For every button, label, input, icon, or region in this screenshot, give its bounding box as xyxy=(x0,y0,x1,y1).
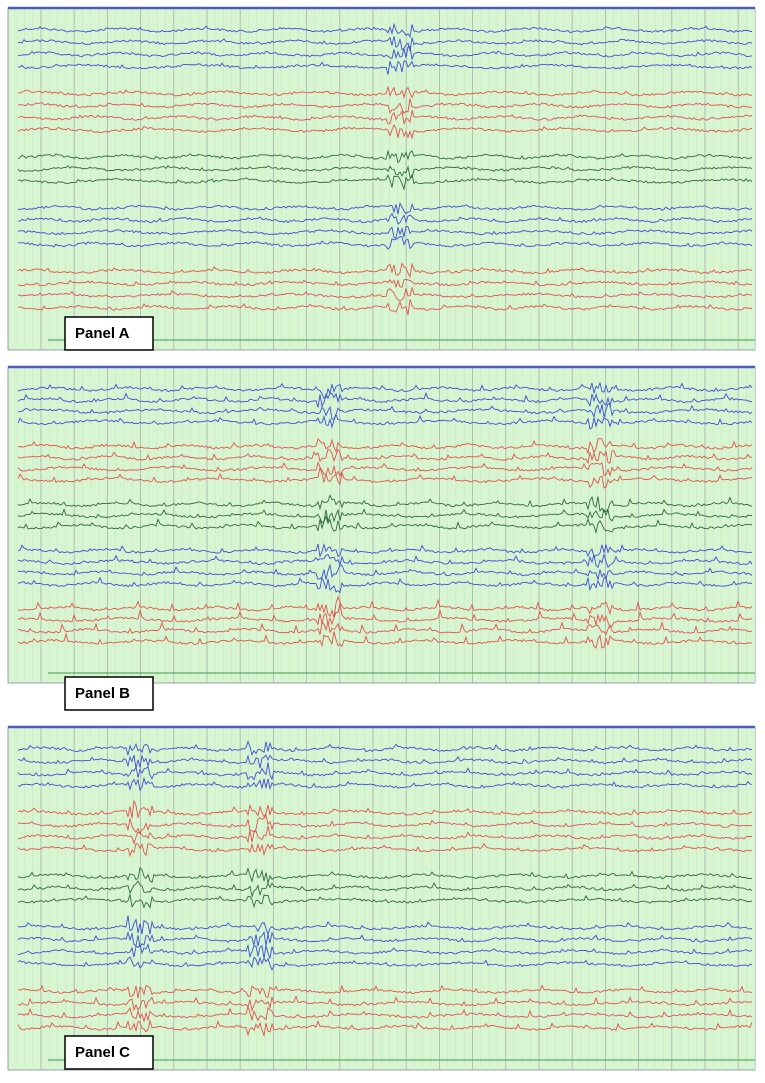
eeg-trace xyxy=(17,299,753,315)
eeg-trace xyxy=(17,381,753,399)
eeg-trace xyxy=(17,236,753,250)
eeg-trace xyxy=(17,173,753,191)
eeg-trace xyxy=(17,201,753,215)
eeg-trace xyxy=(18,576,753,594)
eeg-trace xyxy=(17,123,753,140)
panel-label-box xyxy=(64,1035,154,1070)
eeg-trace xyxy=(17,984,753,999)
eeg-trace xyxy=(17,762,753,781)
eeg-trace xyxy=(17,98,753,115)
eeg-trace xyxy=(17,262,753,279)
eeg-trace xyxy=(17,894,753,909)
eeg-trace xyxy=(17,508,753,524)
eeg-trace xyxy=(17,956,753,972)
eeg-trace xyxy=(17,754,753,769)
eeg-trace xyxy=(17,1019,753,1038)
eeg-trace xyxy=(17,563,753,580)
eeg-trace xyxy=(18,286,752,302)
eeg-trace xyxy=(17,46,753,61)
eeg-trace xyxy=(17,413,753,430)
eeg-trace xyxy=(17,494,752,513)
panel-label: Panel A xyxy=(75,325,130,342)
eeg-trace xyxy=(17,880,753,898)
eeg-trace xyxy=(17,36,753,52)
eeg-trace xyxy=(17,225,753,239)
eeg-panel: Panel A xyxy=(7,6,756,351)
eeg-trace xyxy=(17,825,753,845)
eeg-trace xyxy=(17,164,753,178)
eeg-trace xyxy=(17,85,753,99)
eeg-trace xyxy=(17,149,753,164)
eeg-trace xyxy=(17,403,753,420)
eeg-trace xyxy=(17,392,753,408)
eeg-trace xyxy=(17,553,753,569)
eeg-trace xyxy=(17,631,753,649)
eeg-trace xyxy=(17,60,753,75)
eeg-trace xyxy=(17,603,753,629)
eeg-trace xyxy=(17,799,752,819)
eeg-trace xyxy=(17,109,753,125)
eeg-trace xyxy=(17,22,753,38)
panel-label-box xyxy=(64,316,154,351)
eeg-trace xyxy=(17,278,752,289)
eeg-trace xyxy=(17,212,753,225)
eeg-trace xyxy=(17,595,753,618)
eeg-trace xyxy=(17,867,753,884)
eeg-panel: Panel C xyxy=(7,725,756,1071)
eeg-trace xyxy=(17,1004,753,1022)
panel-label-box xyxy=(64,676,154,711)
eeg-trace xyxy=(17,740,753,756)
eeg-trace xyxy=(17,995,752,1013)
eeg-trace xyxy=(17,943,753,959)
eeg-trace xyxy=(17,465,753,489)
eeg-trace xyxy=(17,515,753,535)
eeg-panel: Panel B xyxy=(7,365,756,711)
panel-label: Panel B xyxy=(75,685,130,702)
panel-label: Panel C xyxy=(75,1044,130,1061)
eeg-trace xyxy=(17,621,753,636)
eeg-trace xyxy=(17,915,753,937)
eeg-trace xyxy=(17,461,753,478)
eeg-trace xyxy=(17,448,753,465)
eeg-trace xyxy=(17,437,753,455)
eeg-trace xyxy=(17,842,753,858)
eeg-trace xyxy=(17,776,753,792)
eeg-trace xyxy=(17,543,753,559)
